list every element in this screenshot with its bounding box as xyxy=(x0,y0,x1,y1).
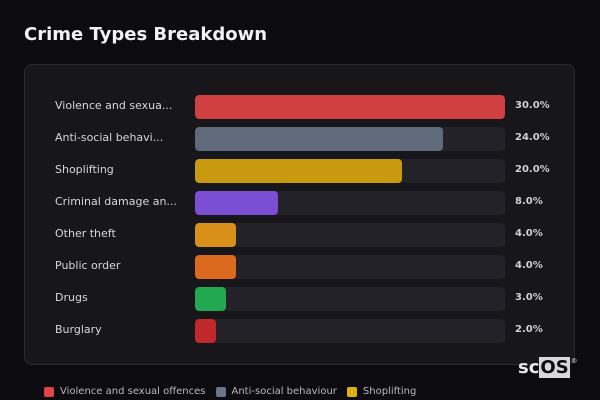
bar-track xyxy=(195,95,505,119)
bar-fill[interactable] xyxy=(195,255,236,279)
bar-value: 4.0% xyxy=(515,260,543,271)
legend-swatch-icon xyxy=(44,386,54,397)
bar-row: Shoplifting 20.0% xyxy=(25,159,574,183)
legend-label: Violence and sexual offences xyxy=(60,386,206,397)
bar-track xyxy=(195,255,505,279)
bar-value: 30.0% xyxy=(515,100,550,111)
bar-label: Drugs xyxy=(55,291,88,304)
legend-label: Shoplifting xyxy=(362,386,417,397)
bar-fill[interactable] xyxy=(195,95,505,119)
bar-value: 24.0% xyxy=(515,132,550,143)
bar-track xyxy=(195,223,505,247)
bar-label: Criminal damage an... xyxy=(55,195,177,208)
bar-row: Burglary 2.0% xyxy=(25,319,574,343)
page-title: Crime Types Breakdown xyxy=(24,24,268,45)
bar-value: 3.0% xyxy=(515,292,543,303)
legend-label: Anti-social behaviour xyxy=(231,386,337,397)
chart-legend: Violence and sexual offences Anti-social … xyxy=(44,386,416,397)
bar-label: Public order xyxy=(55,259,121,272)
legend-item[interactable]: Anti-social behaviour xyxy=(215,386,337,397)
bar-fill[interactable] xyxy=(195,287,226,311)
chart-card: Violence and sexua... 30.0% Anti-social be… xyxy=(24,64,575,365)
bar-row: Drugs 3.0% xyxy=(25,287,574,311)
bar-row: Anti-social behavi... 24.0% xyxy=(25,127,574,151)
bar-value: 8.0% xyxy=(515,196,543,207)
logo-text-os: OS xyxy=(539,357,570,378)
logo-text-sc: sc xyxy=(518,357,540,378)
bar-label: Shoplifting xyxy=(55,163,114,176)
bar-fill[interactable] xyxy=(195,127,443,151)
bar-track xyxy=(195,287,505,311)
bar-track xyxy=(195,191,505,215)
legend-item[interactable]: Violence and sexual offences xyxy=(44,386,206,397)
bar-row: Other theft 4.0% xyxy=(25,223,574,247)
bar-label: Violence and sexua... xyxy=(55,99,173,112)
legend-item[interactable]: Shoplifting xyxy=(346,386,417,397)
bar-value: 20.0% xyxy=(515,164,550,175)
bar-label: Anti-social behavi... xyxy=(55,131,164,144)
bar-row: Public order 4.0% xyxy=(25,255,574,279)
bar-fill[interactable] xyxy=(195,223,236,247)
bar-track xyxy=(195,319,505,343)
bar-label: Other theft xyxy=(55,227,116,240)
bar-value: 4.0% xyxy=(515,228,543,239)
bar-row: Criminal damage an... 8.0% xyxy=(25,191,574,215)
bar-fill[interactable] xyxy=(195,319,216,343)
registered-mark: ® xyxy=(570,357,578,365)
bar-track xyxy=(195,159,505,183)
bar-row: Violence and sexua... 30.0% xyxy=(25,95,574,119)
bar-value: 2.0% xyxy=(515,324,543,335)
bar-track xyxy=(195,127,505,151)
legend-swatch-icon xyxy=(215,386,226,397)
bar-fill[interactable] xyxy=(195,159,402,183)
scos-logo: sc OS ® xyxy=(518,357,578,378)
legend-swatch-icon xyxy=(346,386,357,397)
bar-label: Burglary xyxy=(55,323,102,336)
bar-fill[interactable] xyxy=(195,191,278,215)
